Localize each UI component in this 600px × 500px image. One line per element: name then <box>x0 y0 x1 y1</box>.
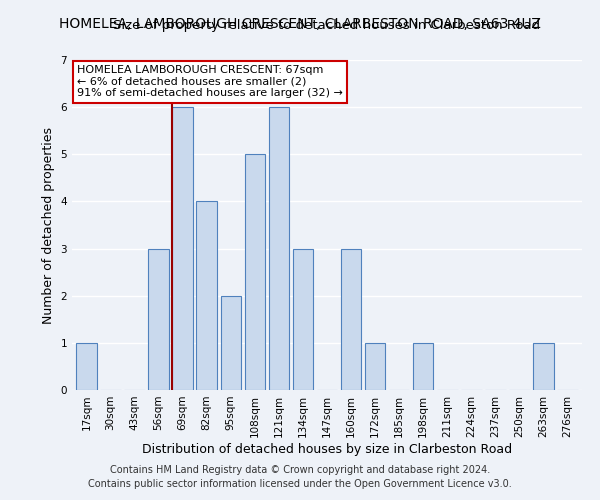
X-axis label: Distribution of detached houses by size in Clarbeston Road: Distribution of detached houses by size … <box>142 442 512 456</box>
Bar <box>221 296 241 390</box>
Text: HOMELEA, LAMBOROUGH CRESCENT, CLARBESTON ROAD, SA63 4UZ: HOMELEA, LAMBOROUGH CRESCENT, CLARBESTON… <box>59 18 541 32</box>
Bar <box>413 343 433 390</box>
Bar <box>196 202 217 390</box>
Bar <box>533 343 554 390</box>
Bar <box>172 107 193 390</box>
Y-axis label: Number of detached properties: Number of detached properties <box>42 126 55 324</box>
Bar <box>293 248 313 390</box>
Bar <box>269 107 289 390</box>
Bar <box>148 248 169 390</box>
Bar <box>245 154 265 390</box>
Text: Contains HM Land Registry data © Crown copyright and database right 2024.
Contai: Contains HM Land Registry data © Crown c… <box>88 465 512 489</box>
Bar <box>76 343 97 390</box>
Bar <box>365 343 385 390</box>
Text: HOMELEA LAMBOROUGH CRESCENT: 67sqm
← 6% of detached houses are smaller (2)
91% o: HOMELEA LAMBOROUGH CRESCENT: 67sqm ← 6% … <box>77 65 343 98</box>
Bar <box>341 248 361 390</box>
Title: Size of property relative to detached houses in Clarbeston Road: Size of property relative to detached ho… <box>113 20 541 32</box>
